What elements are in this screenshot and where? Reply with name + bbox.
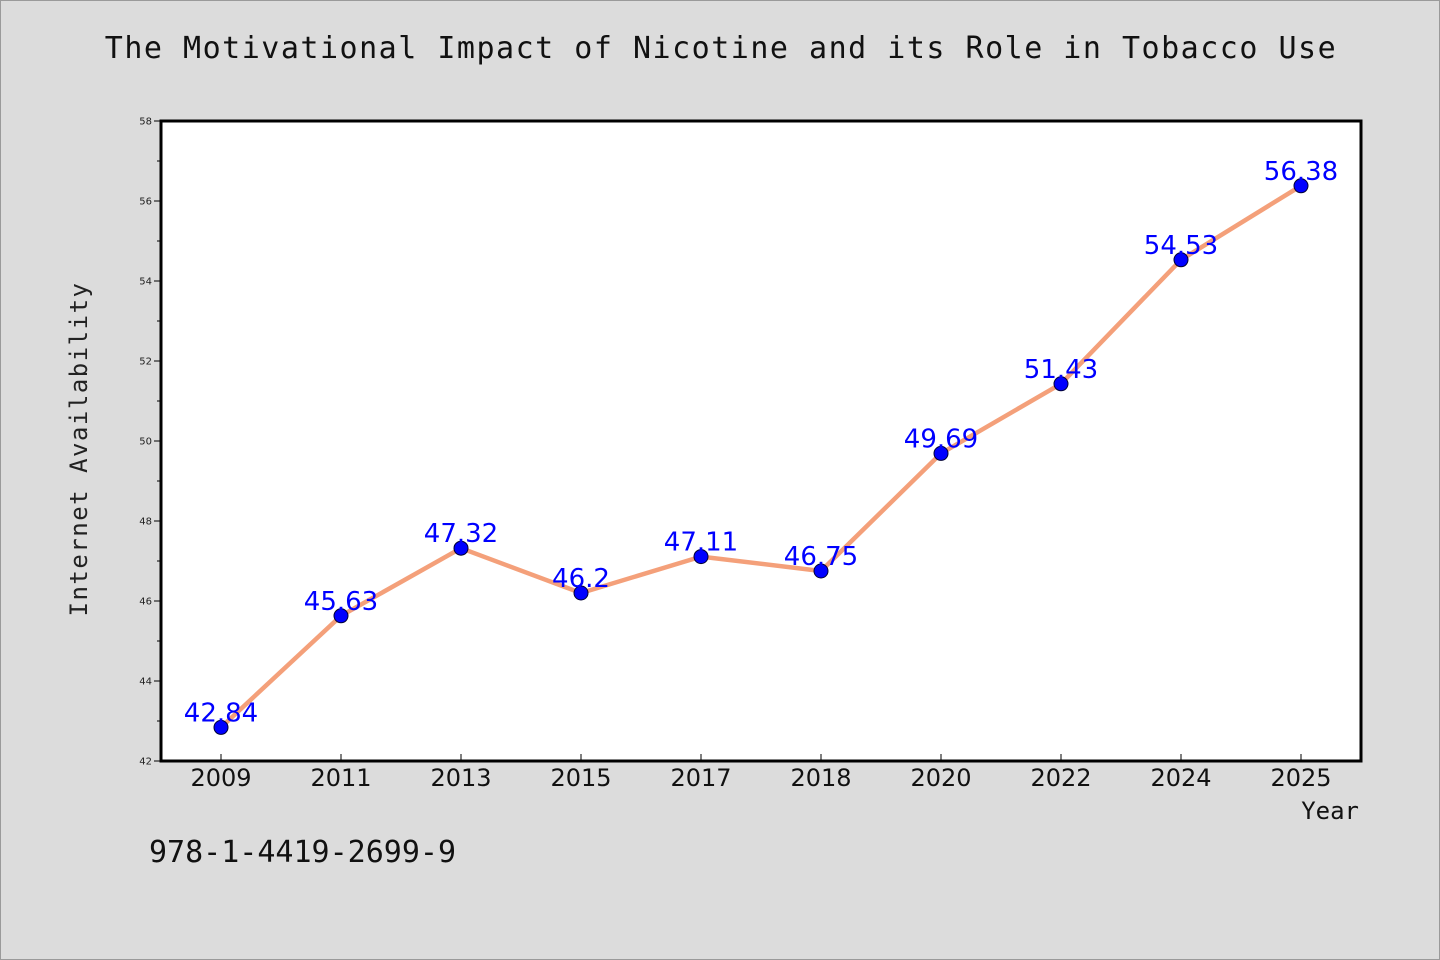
chart-title: The Motivational Impact of Nicotine and … — [104, 31, 1338, 66]
data-label: 45.63 — [304, 587, 378, 617]
data-point — [573, 585, 589, 601]
x-tick-label: 2011 — [310, 764, 371, 792]
data-label: 47.32 — [424, 519, 498, 549]
data-label: 54.53 — [1144, 231, 1218, 261]
data-point — [1053, 376, 1069, 392]
data-label: 47.11 — [664, 528, 738, 558]
x-tick-label: 2020 — [910, 764, 971, 792]
y-tick-label: 50 — [139, 437, 152, 448]
data-point — [333, 608, 349, 624]
isbn-annotation: 978-1-4419-2699-9 — [149, 835, 457, 870]
x-tick-label: 2025 — [1270, 764, 1331, 792]
data-point — [813, 563, 829, 579]
data-point — [1293, 178, 1309, 194]
data-point — [453, 540, 469, 556]
plot-area — [161, 121, 1361, 761]
x-axis-label: Year — [1301, 797, 1359, 825]
data-label: 51.43 — [1024, 355, 1098, 385]
x-tick-label: 2015 — [550, 764, 611, 792]
y-tick-label: 44 — [139, 677, 152, 688]
data-label: 46.2 — [552, 564, 610, 594]
x-tick-label: 2013 — [430, 764, 491, 792]
x-tick-label: 2017 — [670, 764, 731, 792]
data-label: 46.75 — [784, 542, 858, 572]
data-labels: 42.84 45.63 47.32 46.2 47.11 46.75 49.69 51.43 5… — [184, 157, 1338, 729]
plot-frame — [159, 119, 1363, 763]
data-point — [933, 445, 949, 461]
data-markers — [213, 178, 1309, 735]
data-point — [693, 549, 709, 565]
series-line — [218, 183, 1304, 730]
y-tick-label: 56 — [139, 197, 152, 208]
y-tick-label: 42 — [139, 757, 152, 768]
x-tick-label: 2018 — [790, 764, 851, 792]
y-tick-label: 54 — [139, 277, 152, 288]
data-label: 49.69 — [904, 424, 978, 454]
data-label: 42.84 — [184, 698, 258, 728]
data-point — [1173, 252, 1189, 268]
x-tick-label: 2024 — [1150, 764, 1211, 792]
x-tick-label: 2009 — [190, 764, 251, 792]
y-tick-label: 52 — [139, 357, 152, 368]
y-axis: 42 44 46 48 50 52 54 56 58 — [139, 117, 161, 768]
y-tick-label: 46 — [139, 597, 152, 608]
data-point — [213, 719, 229, 735]
y-tick-label: 58 — [139, 117, 152, 128]
x-tick-label: 2022 — [1030, 764, 1091, 792]
y-tick-label: 48 — [139, 517, 152, 528]
data-label: 56.38 — [1264, 157, 1338, 187]
x-axis: 2009 2011 2013 2015 2017 2018 2020 2022 2024 2025 — [190, 754, 1332, 792]
